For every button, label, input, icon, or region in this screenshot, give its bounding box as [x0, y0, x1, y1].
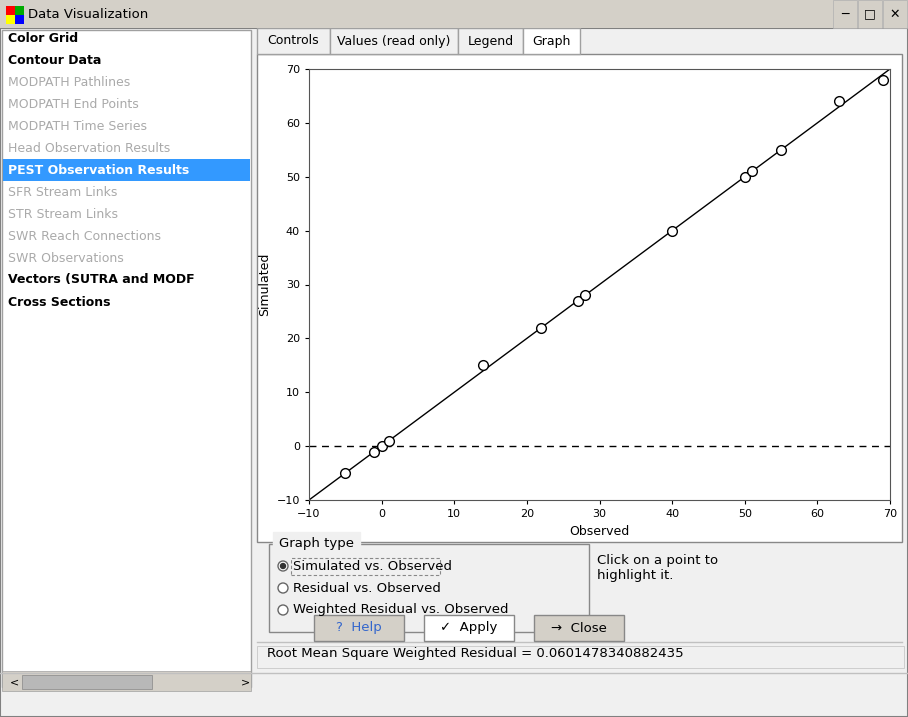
Text: MODPATH Time Series: MODPATH Time Series: [8, 120, 147, 133]
Bar: [458, 28, 523, 54]
Text: MODPATH End Points: MODPATH End Points: [8, 98, 139, 110]
Text: Cross Sections: Cross Sections: [8, 295, 111, 308]
Text: Color Grid: Color Grid: [8, 32, 78, 44]
Bar: [257, 28, 330, 54]
Bar: [2, 30, 251, 687]
Text: STR Stream Links: STR Stream Links: [8, 207, 118, 221]
Text: >: >: [241, 677, 251, 687]
Circle shape: [281, 564, 285, 569]
Bar: [257, 646, 904, 668]
Text: ✓  Apply: ✓ Apply: [440, 622, 498, 635]
Text: □: □: [864, 7, 876, 21]
Bar: [833, 0, 857, 28]
Bar: [15, 6, 24, 15]
Bar: [2, 671, 251, 691]
Circle shape: [278, 561, 288, 571]
Bar: [3, 159, 250, 181]
Bar: [534, 615, 624, 641]
Text: Vectors (SUTRA and MODF: Vectors (SUTRA and MODF: [8, 273, 194, 287]
Bar: [424, 615, 514, 641]
Bar: [6, 6, 15, 15]
Bar: [257, 54, 902, 542]
Text: Graph: Graph: [532, 34, 571, 47]
Text: Simulated vs. Observed: Simulated vs. Observed: [293, 559, 452, 572]
Text: ─: ─: [841, 7, 849, 21]
Y-axis label: Simulated: Simulated: [258, 253, 271, 316]
Text: ✕: ✕: [890, 7, 900, 21]
Text: Contour Data: Contour Data: [8, 54, 102, 67]
Bar: [883, 0, 907, 28]
Bar: [15, 15, 24, 24]
X-axis label: Observed: Observed: [569, 525, 629, 538]
Bar: [858, 0, 882, 28]
Circle shape: [278, 605, 288, 615]
Text: Controls: Controls: [268, 34, 320, 47]
Text: Values (read only): Values (read only): [337, 34, 450, 47]
Text: Root Mean Square Weighted Residual = 0.0601478340882435: Root Mean Square Weighted Residual = 0.0…: [267, 647, 684, 660]
Text: MODPATH Pathlines: MODPATH Pathlines: [8, 75, 130, 88]
Text: ?  Help: ? Help: [336, 622, 382, 635]
Text: Click on a point to
highlight it.: Click on a point to highlight it.: [597, 554, 718, 582]
Text: Legend: Legend: [468, 34, 514, 47]
Text: Residual vs. Observed: Residual vs. Observed: [293, 581, 441, 594]
Text: PEST Observation Results: PEST Observation Results: [8, 163, 189, 176]
Text: Graph type: Graph type: [279, 538, 354, 551]
Bar: [523, 28, 580, 54]
Text: Head Observation Results: Head Observation Results: [8, 141, 171, 154]
Text: Weighted Residual vs. Observed: Weighted Residual vs. Observed: [293, 604, 508, 617]
Bar: [22, 675, 152, 689]
Text: SFR Stream Links: SFR Stream Links: [8, 186, 117, 199]
Bar: [330, 28, 458, 54]
Text: →  Close: → Close: [551, 622, 607, 635]
Circle shape: [278, 583, 288, 593]
Bar: [291, 558, 440, 575]
Bar: [0, 0, 908, 28]
Text: SWR Observations: SWR Observations: [8, 252, 123, 265]
Bar: [269, 544, 589, 632]
Text: SWR Reach Connections: SWR Reach Connections: [8, 229, 161, 242]
Bar: [314, 615, 404, 641]
Bar: [6, 15, 15, 24]
Text: Data Visualization: Data Visualization: [28, 7, 148, 21]
Text: <: <: [10, 677, 19, 687]
